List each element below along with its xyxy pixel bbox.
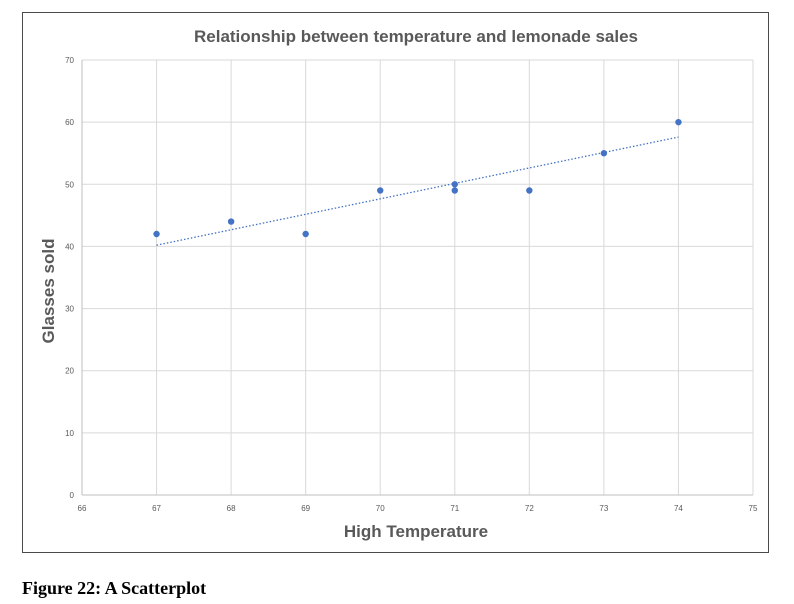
x-tick-label: 75 xyxy=(749,504,758,513)
y-tick-label: 30 xyxy=(65,305,74,314)
x-tick-label: 70 xyxy=(376,504,385,513)
data-point xyxy=(600,150,608,157)
x-axis-title: High Temperature xyxy=(344,522,488,541)
x-tick-label: 74 xyxy=(674,504,683,513)
y-tick-label: 0 xyxy=(70,491,75,500)
data-point xyxy=(302,230,309,238)
chart-frame: 66 67 68 69 70 71 72 73 74 75 0 10 20 30 40 50 60 70 Rela… xyxy=(22,12,769,553)
x-tick-label: 68 xyxy=(227,504,236,513)
data-point xyxy=(526,187,533,194)
y-tick-label: 50 xyxy=(65,180,74,189)
x-tick-label: 66 xyxy=(78,504,87,513)
data-point xyxy=(377,187,384,194)
chart-title: Relationship between temperature and lem… xyxy=(194,27,638,46)
y-axis-title: Glasses sold xyxy=(39,239,58,344)
trendline-layer xyxy=(156,136,679,246)
y-tick-label: 60 xyxy=(65,118,74,127)
trendline xyxy=(156,136,679,246)
y-tick-label: 20 xyxy=(65,367,74,376)
x-tick-label: 71 xyxy=(450,504,459,513)
figure-caption: Figure 22: A Scatterplot xyxy=(22,578,207,598)
y-tick-label: 40 xyxy=(65,242,74,251)
data-point xyxy=(227,218,235,225)
data-point xyxy=(451,181,458,188)
y-tick-label: 10 xyxy=(65,429,74,438)
data-point xyxy=(451,187,458,194)
data-points xyxy=(153,118,682,238)
x-tick-label: 73 xyxy=(599,504,608,513)
y-tick-label: 70 xyxy=(65,56,74,65)
x-tick-label: 72 xyxy=(525,504,534,513)
grid-layer xyxy=(81,59,754,496)
data-point xyxy=(153,230,160,238)
data-point xyxy=(675,118,682,126)
x-tick-label: 69 xyxy=(301,504,310,513)
scatter-chart: 66 67 68 69 70 71 72 73 74 75 0 10 20 30 40 50 60 70 Rela… xyxy=(39,27,758,541)
x-tick-label: 67 xyxy=(152,504,161,513)
tick-labels: 66 67 68 69 70 71 72 73 74 75 0 10 20 30 40 50 60 70 xyxy=(65,56,758,513)
